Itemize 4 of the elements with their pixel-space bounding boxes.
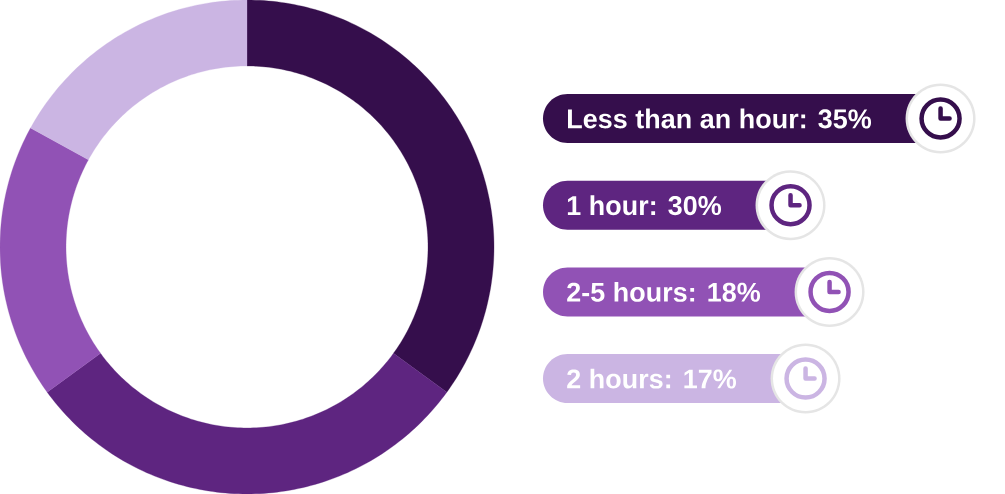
legend-label: 2-5 hours: 18% <box>567 282 761 302</box>
legend-label: 2 hours: 17% <box>567 368 737 389</box>
legend-label: 1 hour: 30% <box>567 195 722 216</box>
legend-label: Less than an hour: 35% <box>568 108 872 129</box>
